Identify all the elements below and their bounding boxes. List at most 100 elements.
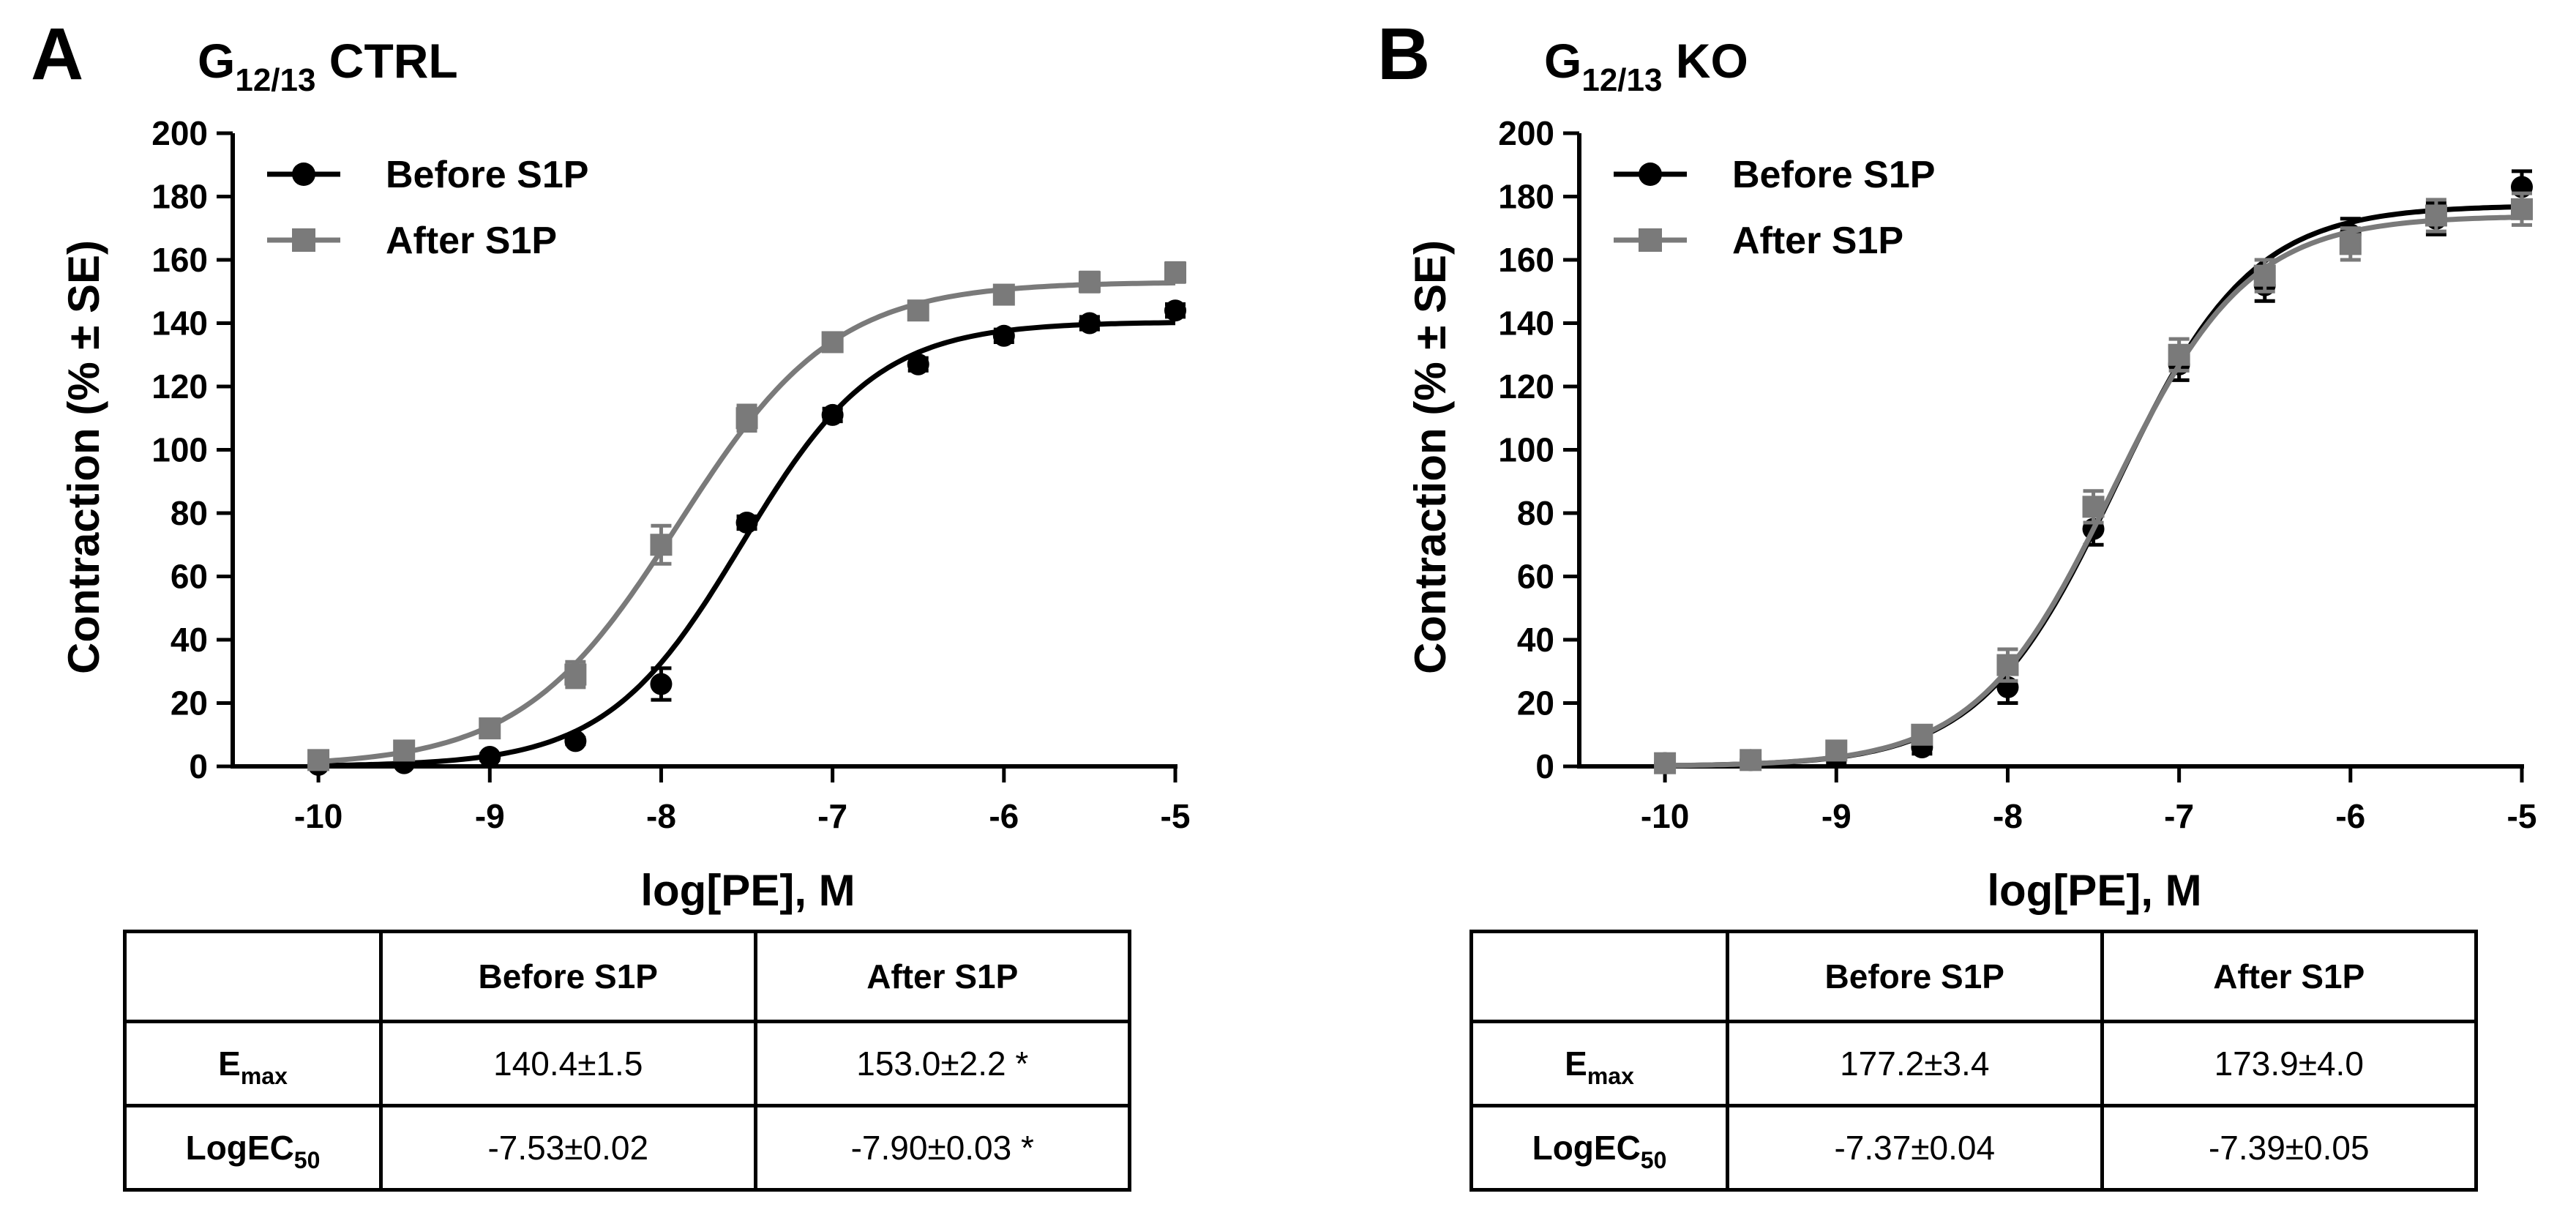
data-point bbox=[735, 407, 758, 430]
y-axis-label: Contraction (% ± SE) bbox=[59, 240, 108, 674]
y-tick-label: 160 bbox=[1498, 241, 1554, 279]
parameter-table: Before S1P After S1P Emax 177.2±3.4 173.… bbox=[1469, 930, 2478, 1192]
legend-label: After S1P bbox=[386, 220, 557, 262]
y-tick-label: 180 bbox=[1498, 178, 1554, 216]
table-corner-cell bbox=[1469, 930, 1729, 1023]
fit-curve bbox=[1665, 204, 2523, 769]
table-cell-after: -7.39±0.05 bbox=[2100, 1104, 2478, 1192]
x-tick-label: -9 bbox=[1821, 797, 1852, 835]
panel-title-subscript: 12/13 bbox=[235, 62, 316, 98]
x-tick-label: -5 bbox=[1161, 797, 1191, 835]
table-header-after: After S1P bbox=[753, 930, 1131, 1023]
data-point bbox=[479, 717, 501, 740]
panel-title-subscript: 12/13 bbox=[1581, 62, 1663, 98]
y-tick-label: 60 bbox=[1517, 558, 1554, 596]
panel-b: B G12/13 KO 0 20 40 60 80 100 120 140 160 180 200 -… bbox=[1347, 0, 2576, 1218]
data-point bbox=[393, 739, 416, 762]
x-tick-label: -7 bbox=[817, 797, 847, 835]
legend-label: After S1P bbox=[1732, 220, 1903, 262]
table-cell-before: 177.2±3.4 bbox=[1726, 1020, 2104, 1107]
legend-marker bbox=[292, 162, 315, 186]
data-point bbox=[2168, 343, 2190, 366]
table-cell-before: -7.37±0.04 bbox=[1726, 1104, 2104, 1192]
table-header-before: Before S1P bbox=[379, 930, 757, 1023]
data-point bbox=[1164, 261, 1186, 284]
table-row-emax: Emax 177.2±3.4 173.9±4.0 bbox=[1469, 1020, 2478, 1107]
panel-a: A G12/13 CTRL 0 20 40 60 80 100 120 140 160 180 20… bbox=[31, 13, 1191, 1192]
table-header-row: Before S1P After S1P bbox=[1469, 930, 2478, 1023]
table-cell-before: -7.53±0.02 bbox=[379, 1104, 757, 1192]
panel-letter: A bbox=[31, 13, 84, 95]
data-point bbox=[650, 673, 673, 695]
table-row-label: Emax bbox=[123, 1020, 383, 1107]
fit-curve bbox=[1665, 214, 2523, 769]
y-tick-label: 40 bbox=[171, 621, 208, 659]
table-row-logec50: LogEC50 -7.53±0.02 -7.90±0.03 * bbox=[123, 1104, 1131, 1192]
y-tick-label: 160 bbox=[151, 241, 208, 279]
row-label-text: LogEC bbox=[185, 1129, 294, 1167]
legend-marker bbox=[292, 228, 315, 252]
data-point bbox=[1825, 739, 1848, 762]
table-row-label: LogEC50 bbox=[123, 1104, 383, 1192]
legend-marker bbox=[1639, 228, 1662, 252]
row-label-subscript: 50 bbox=[1640, 1147, 1667, 1173]
y-axis-label: Contraction (% ± SE) bbox=[1406, 240, 1455, 674]
x-tick-label: -10 bbox=[294, 797, 342, 835]
y-tick-label: 180 bbox=[151, 178, 208, 216]
panel-title: G12/13 CTRL bbox=[198, 34, 458, 97]
data-point bbox=[1078, 312, 1101, 335]
x-tick-label: -8 bbox=[1993, 797, 2023, 835]
table-cell-before: 140.4±1.5 bbox=[379, 1020, 757, 1107]
data-point bbox=[992, 324, 1015, 347]
row-label-subscript: 50 bbox=[293, 1147, 321, 1173]
panel-title-suffix: KO bbox=[1662, 34, 1748, 88]
row-label-text: E bbox=[1565, 1045, 1587, 1083]
data-point bbox=[2339, 233, 2362, 255]
x-tick-label: -6 bbox=[2335, 797, 2365, 835]
x-tick-label: -10 bbox=[1641, 797, 1689, 835]
table-row-label: Emax bbox=[1469, 1020, 1729, 1107]
data-point bbox=[2425, 204, 2447, 227]
data-point bbox=[479, 746, 501, 769]
table-header-after: After S1P bbox=[2100, 930, 2478, 1023]
data-point bbox=[907, 299, 929, 322]
data-point bbox=[1996, 654, 2019, 676]
x-tick-label: -7 bbox=[2164, 797, 2194, 835]
x-tick-label: -6 bbox=[989, 797, 1019, 835]
panel-title-suffix: CTRL bbox=[315, 34, 458, 88]
row-label-subscript: max bbox=[1587, 1063, 1634, 1089]
y-tick-label: 140 bbox=[151, 304, 208, 343]
y-tick-label: 100 bbox=[151, 431, 208, 469]
y-tick-label: 140 bbox=[1498, 304, 1554, 343]
row-label-text: E bbox=[218, 1045, 241, 1083]
y-tick-label: 200 bbox=[1498, 114, 1554, 152]
table-row-emax: Emax 140.4±1.5 153.0±2.2 * bbox=[123, 1020, 1131, 1107]
data-point bbox=[650, 534, 673, 556]
y-tick-label: 0 bbox=[1535, 747, 1554, 785]
data-point bbox=[1740, 749, 1762, 771]
data-point bbox=[1654, 752, 1677, 774]
data-point bbox=[907, 353, 929, 376]
panel-title: G12/13 KO bbox=[1544, 34, 1748, 97]
y-tick-label: 120 bbox=[1498, 367, 1554, 406]
x-tick-label: -9 bbox=[475, 797, 505, 835]
y-tick-label: 60 bbox=[171, 558, 208, 596]
panel-title-prefix: G bbox=[198, 34, 236, 88]
data-point bbox=[564, 730, 587, 752]
data-point bbox=[1911, 723, 1933, 746]
table-row-logec50: LogEC50 -7.37±0.04 -7.39±0.05 bbox=[1469, 1104, 2478, 1192]
dose-response-chart: 0 20 40 60 80 100 120 140 160 180 200 -10 -9 -8 -7 -6 -5… bbox=[1406, 114, 2537, 915]
data-point bbox=[564, 663, 587, 686]
table-cell-after: 173.9±4.0 bbox=[2100, 1020, 2478, 1107]
y-tick-label: 40 bbox=[1517, 621, 1554, 659]
y-tick-label: 100 bbox=[1498, 431, 1554, 469]
data-point bbox=[2253, 264, 2276, 287]
x-tick-label: -5 bbox=[2507, 797, 2537, 835]
data-point bbox=[1078, 271, 1101, 294]
table-cell-after: 153.0±2.2 * bbox=[753, 1020, 1131, 1107]
parameter-table: Before S1P After S1P Emax 140.4±1.5 153.… bbox=[123, 930, 1131, 1192]
row-label-text: LogEC bbox=[1532, 1129, 1641, 1167]
y-tick-label: 80 bbox=[171, 494, 208, 532]
data-point bbox=[1164, 299, 1186, 322]
data-point bbox=[821, 331, 844, 354]
